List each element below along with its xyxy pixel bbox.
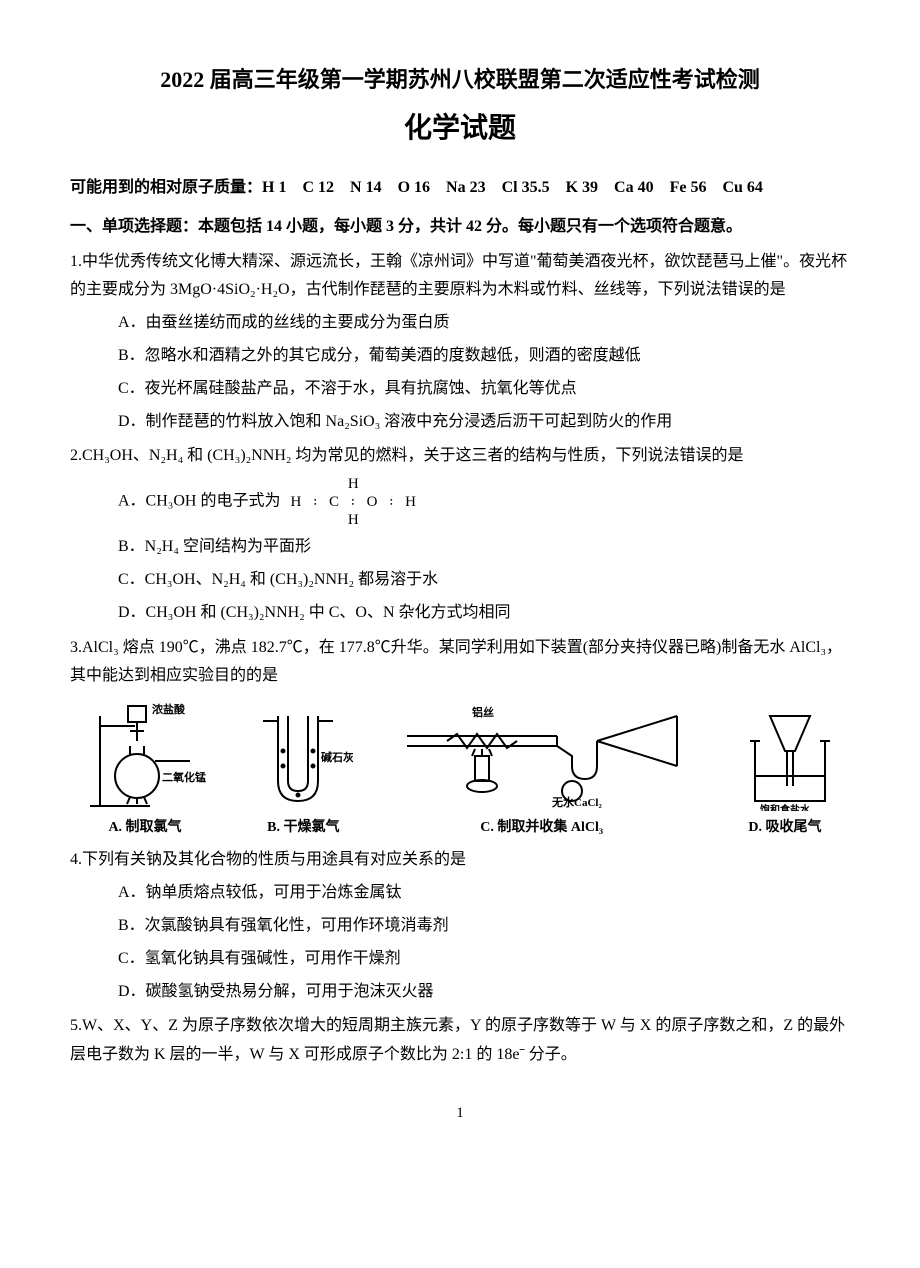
atomic-mass-label: 可能用到的相对原子质量： [70, 179, 262, 196]
apparatus-a-icon: 浓盐酸 二氧化锰 [80, 701, 210, 811]
apparatus-c-icon: 铝丝 无水CaCl₂ [397, 701, 687, 811]
q3-fig-a-caption: A. 制取氯气 [80, 815, 210, 840]
question-3: 3.AlCl₃ 熔点 190℃，沸点 182.7℃，在 177.8℃升华。某同学… [70, 634, 850, 841]
q1-stem: 1.中华优秀传统文化博大精深、源远流长，王翰《凉州词》中写道"葡萄美酒夜光杯，欲… [70, 248, 850, 306]
lewis-top: H [290, 475, 420, 493]
q4-option-d: D．碳酸氢钠受热易分解，可用于泡沫灭火器 [118, 978, 850, 1007]
q2-option-d: D．CH₃OH 和 (CH₃)₂NNH₂ 中 C、O、N 杂化方式均相同 [118, 599, 850, 628]
q3-fig-b-caption: B. 干燥氯气 [253, 815, 353, 840]
q2-option-b: B．N₂H₄ 空间结构为平面形 [118, 533, 850, 562]
q3-fig-d-caption: D. 吸收尾气 [730, 815, 840, 840]
q4-option-b: B．次氯酸钠具有强氧化性，可用作环境消毒剂 [118, 912, 850, 941]
fig-a-label2: 二氧化锰 [162, 770, 206, 784]
q2-a-prefix: A．CH₃OH 的电子式为 [118, 493, 280, 510]
q4-stem: 4.下列有关钠及其化合物的性质与用途具有对应关系的是 [70, 846, 850, 875]
q1-option-b: B．忽略水和酒精之外的其它成分，葡萄美酒的度数越低，则酒的密度越低 [118, 342, 850, 371]
apparatus-d-icon: 饱和食盐水 [730, 701, 840, 811]
apparatus-b-icon: 碱石灰 [253, 701, 353, 811]
q1-option-d: D．制作琵琶的竹料放入饱和 Na₂SiO₃ 溶液中充分浸透后沥干可起到防火的作用 [118, 408, 850, 437]
q3-fig-b: 碱石灰 B. 干燥氯气 [253, 701, 353, 840]
q4-option-c: C．氢氧化钠具有强碱性，可用作干燥剂 [118, 945, 850, 974]
exam-title-line1: 2022 届高三年级第一学期苏州八校联盟第二次适应性考试检测 [70, 60, 850, 100]
page-number: 1 [70, 1100, 850, 1127]
q2-option-c: C．CH₃OH、N₂H₄ 和 (CH₃)₂NNH₂ 都易溶于水 [118, 566, 850, 595]
atomic-mass-block: 可能用到的相对原子质量：H 1 C 12 N 14 O 16 Na 23 Cl … [70, 174, 850, 203]
exam-title-line2: 化学试题 [70, 104, 850, 154]
question-5: 5.W、X、Y、Z 为原子序数依次增大的短周期主族元素，Y 的原子序数等于 W … [70, 1012, 850, 1070]
q3-figure-row: 浓盐酸 二氧化锰 A. 制取氯气 [70, 701, 850, 840]
q1-option-c: C．夜光杯属硅酸盐产品，不溶于水，具有抗腐蚀、抗氧化等优点 [118, 375, 850, 404]
q5-stem: 5.W、X、Y、Z 为原子序数依次增大的短周期主族元素，Y 的原子序数等于 W … [70, 1012, 850, 1070]
question-4: 4.下列有关钠及其化合物的性质与用途具有对应关系的是 A．钠单质熔点较低，可用于… [70, 846, 850, 1006]
q3-fig-a: 浓盐酸 二氧化锰 A. 制取氯气 [80, 701, 210, 840]
q2-option-a: A．CH₃OH 的电子式为 H H ꞉ C ꞉ O ꞉ H H [118, 475, 850, 529]
q1-option-a: A．由蚕丝搓纺而成的丝线的主要成分为蛋白质 [118, 309, 850, 338]
fig-c-label1: 铝丝 [472, 705, 494, 719]
section-header: 一、单项选择题：本题包括 14 小题，每小题 3 分，共计 42 分。每小题只有… [70, 213, 850, 242]
q3-fig-c-caption: C. 制取并收集 AlCl₃ [397, 815, 687, 840]
q3-fig-c: 铝丝 无水CaCl₂ C. 制取并收集 AlCl₃ [397, 701, 687, 840]
question-2: 2.CH₃OH、N₂H₄ 和 (CH₃)₂NNH₂ 均为常见的燃料，关于这三者的… [70, 442, 850, 627]
fig-a-label1: 浓盐酸 [152, 702, 186, 716]
lewis-mid: H ꞉ C ꞉ O ꞉ H [290, 493, 420, 511]
question-1: 1.中华优秀传统文化博大精深、源远流长，王翰《凉州词》中写道"葡萄美酒夜光杯，欲… [70, 248, 850, 437]
q3-stem: 3.AlCl₃ 熔点 190℃，沸点 182.7℃，在 177.8℃升华。某同学… [70, 634, 850, 692]
q3-fig-d: 饱和食盐水 D. 吸收尾气 [730, 701, 840, 840]
fig-c-label2: 无水CaCl₂ [551, 795, 602, 809]
lewis-bot: H [290, 511, 420, 529]
q2-stem: 2.CH₃OH、N₂H₄ 和 (CH₃)₂NNH₂ 均为常见的燃料，关于这三者的… [70, 442, 850, 471]
q4-option-a: A．钠单质熔点较低，可用于冶炼金属钛 [118, 879, 850, 908]
atomic-mass-items: H 1 C 12 N 14 O 16 Na 23 Cl 35.5 K 39 Ca… [262, 179, 763, 196]
fig-b-label1: 碱石灰 [321, 750, 353, 764]
fig-d-label1: 饱和食盐水 [760, 803, 811, 811]
lewis-structure: H H ꞉ C ꞉ O ꞉ H H [290, 475, 420, 529]
